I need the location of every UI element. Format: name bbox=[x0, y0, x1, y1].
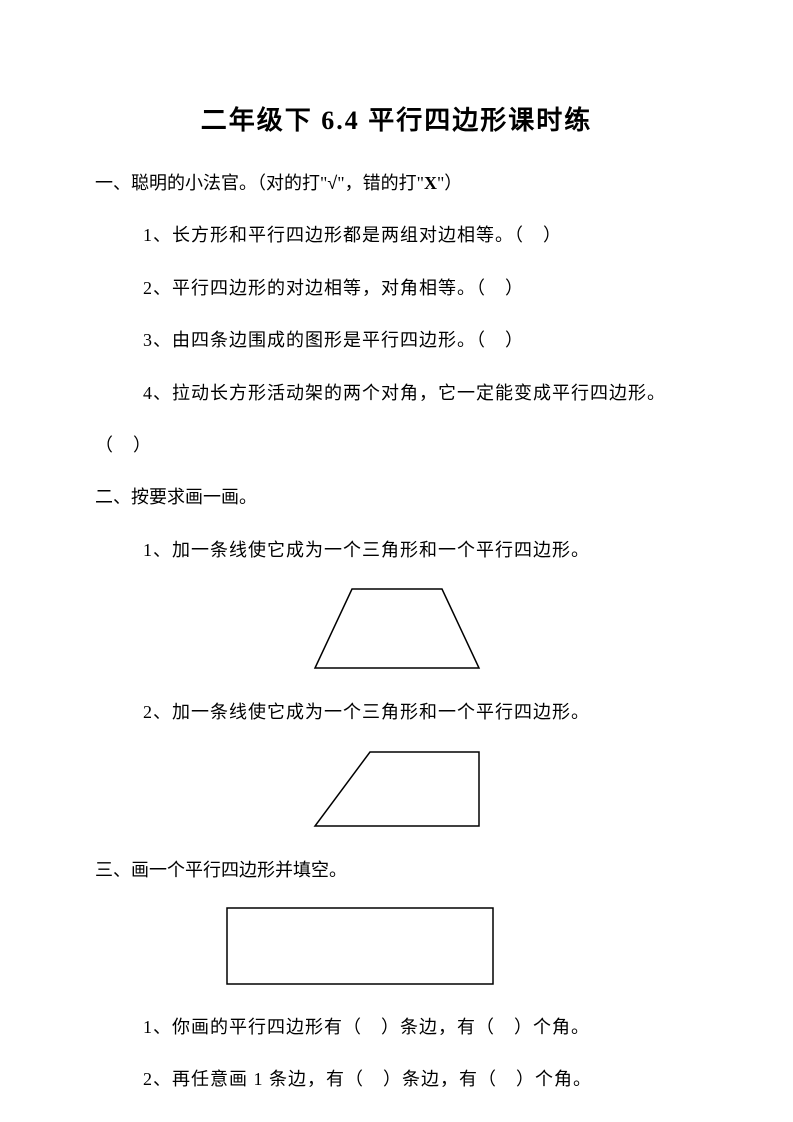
rectangle-icon bbox=[225, 906, 495, 986]
trapezoid-isosceles-icon bbox=[312, 586, 482, 671]
section1-q3: 3、由四条边围成的图形是平行四边形。（ ） bbox=[143, 324, 698, 356]
section1-q2: 2、平行四边形的对边相等，对角相等。（ ） bbox=[143, 272, 698, 304]
page-title: 二年级下 6.4 平行四边形课时练 bbox=[95, 100, 698, 137]
trapezoid-shape bbox=[315, 589, 479, 668]
section3-shape-container bbox=[225, 906, 698, 986]
section2-shape1-container bbox=[95, 586, 698, 671]
rectangle-shape bbox=[227, 908, 493, 984]
section1-header-text: 一、聪明的小法官。（对的打"√"，错的打"X"） bbox=[95, 173, 462, 193]
section1-q4-line1: 4、拉动长方形活动架的两个对角，它一定能变成平行四边形。 bbox=[143, 377, 698, 409]
section1-q1: 1、长方形和平行四边形都是两组对边相等。（ ） bbox=[143, 219, 698, 251]
section3-q2: 2、再任意画 1 条边，有（ ）条边，有（ ）个角。 bbox=[143, 1063, 698, 1095]
section2-shape2-container bbox=[95, 749, 698, 829]
section3-q1: 1、你画的平行四边形有（ ）条边，有（ ）个角。 bbox=[143, 1011, 698, 1043]
section1-header: 一、聪明的小法官。（对的打"√"，错的打"X"） bbox=[95, 167, 698, 199]
section2-header: 二、按要求画一画。 bbox=[95, 481, 698, 513]
trapezoid-right-icon bbox=[312, 749, 482, 829]
section2-q2: 2、加一条线使它成为一个三角形和一个平行四边形。 bbox=[143, 696, 698, 728]
section2-q1: 1、加一条线使它成为一个三角形和一个平行四边形。 bbox=[143, 534, 698, 566]
section3-header: 三、画一个平行四边形并填空。 bbox=[95, 854, 698, 886]
trapezoid-right-shape bbox=[315, 752, 479, 826]
section1-q4-line2: （ ） bbox=[95, 429, 698, 461]
